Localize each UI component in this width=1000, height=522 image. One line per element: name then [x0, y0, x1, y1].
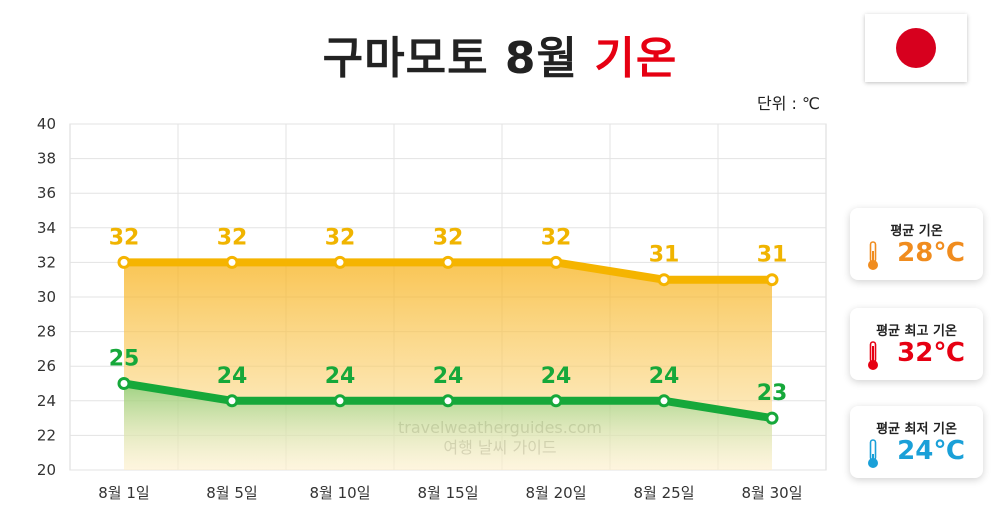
high-point	[549, 255, 563, 269]
y-tick-label: 26	[37, 357, 56, 375]
high-data-label: 32	[325, 225, 356, 250]
title-accent: 기온	[594, 33, 678, 84]
x-tick-label: 8월 15일	[418, 484, 479, 502]
y-tick-label: 36	[37, 184, 56, 202]
high-data-label: 31	[649, 243, 680, 268]
high-data-label: 32	[433, 225, 464, 250]
low-area	[124, 383, 772, 470]
avg-low-value: 24℃	[897, 436, 965, 466]
thermometer-icon	[868, 439, 878, 468]
x-tick-label: 8월 1일	[98, 484, 149, 502]
low-point	[441, 394, 455, 408]
low-point	[549, 394, 563, 408]
low-data-label: 24	[433, 364, 464, 389]
high-point	[333, 255, 347, 269]
x-tick-label: 8월 10일	[310, 484, 371, 502]
high-data-label: 32	[109, 225, 140, 250]
x-tick-label: 8월 20일	[526, 484, 587, 502]
avg-temp-label: 평균 기온	[890, 224, 943, 239]
avg-high-label: 평균 최고 기온	[876, 324, 957, 339]
x-tick-label: 8월 25일	[634, 484, 695, 502]
y-tick-label: 34	[37, 219, 56, 237]
page-title: 구마모토 8월 기온	[0, 22, 1000, 86]
title-main: 구마모토 8월	[322, 33, 579, 84]
avg-high-value: 32℃	[897, 338, 965, 368]
flag-sun	[896, 28, 936, 68]
avg-low-card: 평균 최저 기온 24℃	[850, 406, 983, 478]
high-data-label: 32	[217, 225, 248, 250]
low-data-label: 25	[109, 347, 140, 372]
thermometer-icon	[868, 241, 878, 270]
y-tick-label: 24	[37, 392, 56, 410]
y-tick-label: 30	[37, 288, 56, 306]
low-point	[117, 377, 131, 390]
low-point	[333, 394, 347, 408]
high-data-label: 32	[541, 225, 572, 250]
y-tick-label: 28	[37, 323, 56, 341]
avg-high-card: 평균 최고 기온 32℃	[850, 308, 983, 380]
high-point	[657, 273, 671, 287]
y-tick-label: 20	[37, 461, 56, 479]
low-data-label: 24	[649, 364, 680, 389]
x-tick-label: 8월 5일	[206, 484, 257, 502]
y-tick-label: 32	[37, 253, 56, 271]
low-point	[657, 394, 671, 408]
y-tick-label: 40	[37, 115, 56, 133]
low-data-label: 23	[757, 381, 788, 406]
y-tick-label: 38	[37, 150, 56, 168]
low-data-label: 24	[541, 364, 572, 389]
low-data-label: 24	[325, 364, 356, 389]
japan-flag-icon	[865, 14, 967, 82]
high-data-label: 31	[757, 243, 788, 268]
low-point	[225, 394, 239, 408]
high-point	[225, 255, 239, 269]
x-tick-label: 8월 30일	[742, 484, 803, 502]
avg-low-label: 평균 최저 기온	[876, 422, 957, 437]
low-point	[765, 411, 779, 425]
low-data-label: 24	[217, 364, 248, 389]
high-point	[441, 255, 455, 269]
unit-label: 단위 : ℃	[757, 94, 820, 113]
avg-temp-value: 28℃	[897, 238, 965, 268]
high-point	[117, 255, 131, 269]
high-point	[765, 273, 779, 287]
line-chart: 20 22 24 26 28 30 32 34 36 38 40 8월 1일 8월 5일 8월 10일 8월…	[37, 115, 827, 502]
thermometer-icon	[868, 341, 878, 370]
y-tick-label: 22	[37, 426, 56, 444]
avg-temp-card: 평균 기온 28℃	[850, 208, 983, 280]
